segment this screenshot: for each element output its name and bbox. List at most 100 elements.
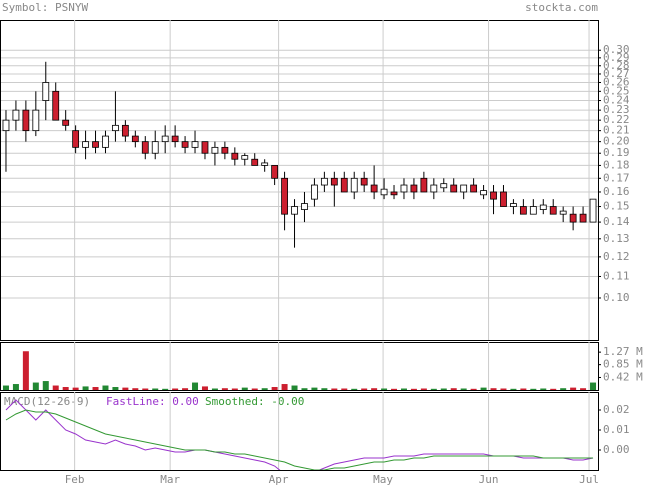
y-tick-label: 0.11 [603,269,630,282]
legend-entry: Smoothed: -0.00 [205,395,304,408]
x-tick-label: Feb [65,473,85,486]
y-tick-label: 0.18 [603,158,630,171]
volume-frame [0,342,599,391]
volume-bar [510,388,517,390]
x-tick-label: Mar [160,473,180,486]
y-tick-label: 0.21 [603,124,630,137]
x-tick-label: Jul [579,473,599,486]
volume-bar [261,388,268,390]
candle-body [221,146,229,154]
volume-bar [550,388,557,390]
candle-body [32,109,40,132]
x-tick-label: Apr [269,473,289,486]
volume-bar [590,382,597,390]
macd-title: MACD(12-26-9) [4,395,90,408]
volume-bar [470,388,477,390]
candle-body [500,191,507,207]
volume-bar [162,388,169,390]
volume-bar [201,386,208,390]
y-tick-label: 0.01 [603,423,630,436]
candle-body [450,184,458,193]
candle-body [102,135,109,148]
y-tick-label: 0.42 M [603,370,643,383]
volume-bar [540,388,547,390]
y-tick-label: 0.23 [603,103,630,116]
candle-body [42,82,50,101]
volume-bar [32,382,39,390]
volume-bar [520,388,527,390]
candle-body [171,135,179,143]
candle-body [201,141,209,154]
candle-body [112,124,119,132]
y-tick-label: 0.24 [603,94,630,107]
y-tick-label: 0.16 [603,185,630,198]
candle-body [400,184,408,193]
candle-body [490,191,497,200]
candle-body [420,177,428,193]
candle-body [410,184,418,193]
volume-bar [172,388,179,390]
y-tick-label: 0.22 [603,113,630,126]
volume-bar [381,388,388,390]
symbol-label: Symbol: PSNYW [2,1,88,14]
volume-bar [301,388,308,390]
candle-body [340,177,348,193]
candle-body [261,162,269,166]
y-tick-label: 0.26 [603,75,630,88]
source-label: stockta.com [525,1,598,14]
candle-body [151,141,159,154]
candle-body [311,184,318,200]
volume-bar [361,388,368,390]
candle-body [301,203,308,210]
candle-body [92,141,99,148]
y-tick-label: 0.28 [603,59,630,72]
candle-body [470,184,478,193]
y-tick-label: 0.13 [603,232,630,245]
macd-line [5,409,594,470]
volume-bar [410,388,417,390]
volume-bar [570,387,577,390]
macd-frame [0,392,599,471]
candle-body [191,141,199,148]
candle-body [22,109,30,132]
candle-body [320,177,328,186]
candle-body [380,188,388,196]
candle-body [161,135,169,143]
volume-bar [420,388,427,390]
candle-body [291,206,298,215]
volume-bar [331,388,338,390]
candle-body [589,198,597,223]
y-tick-label: 0.17 [603,171,630,184]
volume-bar [271,387,278,390]
candle-body [529,206,537,215]
y-tick-label: 0.27 [603,67,630,80]
candle-body [440,183,448,189]
volume-bar [221,388,228,390]
y-tick-label: 0.25 [603,84,630,97]
volume-bar [351,388,358,390]
candle-body [141,141,149,154]
volume-bar [440,388,447,390]
x-tick-label: Jun [479,473,499,486]
candle-body [330,177,338,186]
y-tick-label: 0.19 [603,146,630,159]
legend-entry: FastLine: 0.00 [106,395,199,408]
volume-bar [92,387,99,390]
candle-body [2,119,10,132]
candle-body [360,177,368,186]
candle-body [271,165,279,179]
candle-body [82,141,89,148]
macd-line [5,399,594,470]
volume-bar [231,388,238,390]
candle-body [281,177,288,215]
volume-bar [291,385,298,390]
volume-bar [460,388,467,390]
candle-body [52,90,60,121]
volume-bar [391,388,398,390]
x-tick-label: May [373,473,393,486]
volume-bar [430,388,437,390]
volume-bar [480,387,487,390]
volume-bar [132,388,139,390]
volume-bar [122,387,129,390]
candle-body [430,184,438,193]
